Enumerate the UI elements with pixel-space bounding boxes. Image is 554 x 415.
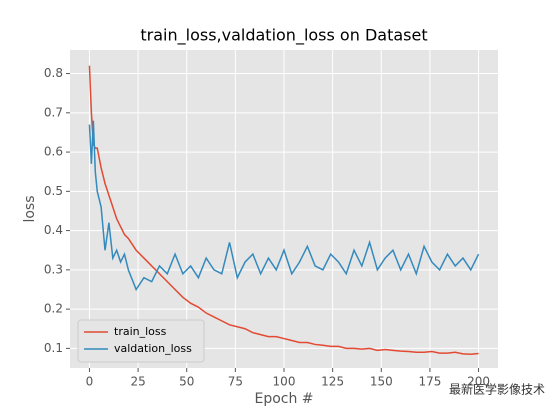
x-tick-label: 100 [273, 375, 296, 389]
y-tick-label: 0.1 [44, 341, 63, 355]
y-tick-label: 0.2 [44, 302, 63, 316]
x-tick-label: 200 [467, 375, 490, 389]
legend-label: train_loss [114, 325, 167, 338]
line-series [88, 65, 479, 356]
x-tick-label: 75 [228, 375, 243, 389]
line-series [88, 120, 480, 292]
y-tick-label: 0.7 [44, 105, 63, 119]
x-tick-label: 0 [86, 375, 94, 389]
x-tick-label: 25 [130, 375, 145, 389]
y-tick-label: 0.3 [44, 262, 63, 276]
x-tick-label: 175 [418, 375, 441, 389]
y-tick-label: 0.4 [44, 223, 63, 237]
x-tick-label: 50 [179, 375, 194, 389]
legend-label: valdation_loss [114, 342, 192, 355]
legend-box [77, 319, 205, 363]
chart-title: train_loss,valdation_loss on Dataset [140, 26, 427, 46]
y-axis-label: loss [22, 195, 38, 222]
x-tick-label: 125 [321, 375, 344, 389]
x-tick-label: 150 [370, 375, 393, 389]
y-tick-label: 0.6 [44, 145, 63, 159]
y-tick-label: 0.5 [44, 184, 63, 198]
x-axis-label: Epoch # [254, 391, 313, 407]
watermark: 最新医学影像技术 [449, 382, 545, 397]
y-tick-label: 0.8 [44, 66, 63, 80]
plot-area [70, 50, 498, 368]
